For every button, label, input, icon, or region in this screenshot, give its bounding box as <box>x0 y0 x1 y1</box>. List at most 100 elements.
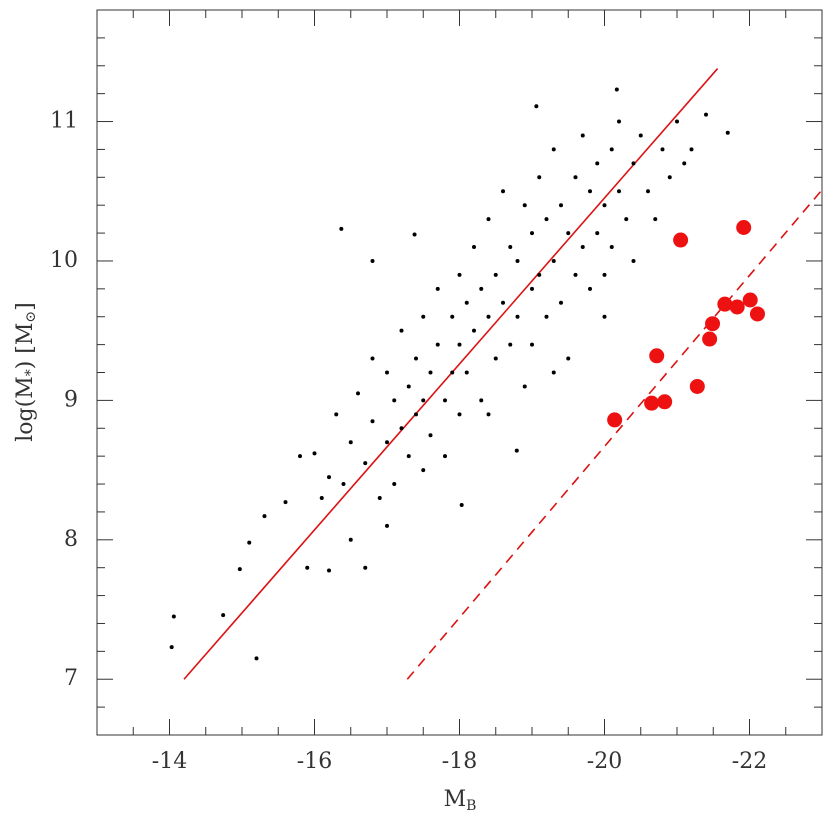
point <box>450 314 455 319</box>
point <box>363 461 368 466</box>
point <box>305 565 310 570</box>
point <box>459 502 464 507</box>
point <box>653 217 658 222</box>
point <box>515 314 520 319</box>
point <box>406 454 411 459</box>
point <box>421 398 426 403</box>
point <box>334 412 339 417</box>
point <box>749 306 765 322</box>
point <box>631 258 636 263</box>
point <box>573 175 578 180</box>
point <box>171 614 176 619</box>
x-label-main: M <box>444 787 467 812</box>
point <box>522 384 527 389</box>
y-tick-label: 7 <box>64 666 78 691</box>
point <box>501 189 505 194</box>
point <box>530 231 534 236</box>
y-label-part: log(M <box>13 376 38 441</box>
point <box>617 189 621 194</box>
point <box>588 189 592 194</box>
x-tick-label: -18 <box>442 749 477 774</box>
point <box>457 412 462 417</box>
point <box>421 468 426 473</box>
point <box>435 342 440 347</box>
point <box>602 203 607 208</box>
point <box>644 395 660 411</box>
point <box>319 495 324 500</box>
point <box>566 356 571 361</box>
point <box>370 356 375 361</box>
point <box>428 433 433 438</box>
point <box>221 613 226 618</box>
point <box>501 300 505 305</box>
point <box>237 567 242 572</box>
fit-line <box>406 189 823 680</box>
x-label-sub: B <box>466 798 476 814</box>
y-tick-label: 9 <box>64 387 78 412</box>
point <box>493 356 498 361</box>
point <box>399 426 404 431</box>
x-axis-label: MB <box>444 787 477 814</box>
point <box>479 398 484 403</box>
point <box>428 370 433 375</box>
point <box>530 342 534 347</box>
point <box>514 448 519 453</box>
point <box>385 370 389 375</box>
point <box>486 412 491 417</box>
point <box>631 161 636 166</box>
point <box>356 391 360 396</box>
point <box>559 203 563 208</box>
point <box>479 286 484 291</box>
point <box>742 292 758 308</box>
point <box>339 226 344 231</box>
y-tick-label: 8 <box>64 527 78 552</box>
y-label-part: ) [M <box>13 323 38 370</box>
point <box>363 565 368 570</box>
point <box>649 348 665 364</box>
y-tick-label: 10 <box>50 248 78 273</box>
point <box>607 412 623 428</box>
point <box>412 232 417 237</box>
point <box>675 119 679 124</box>
point <box>660 147 665 152</box>
point <box>348 537 353 542</box>
point <box>580 133 585 138</box>
point <box>247 540 252 545</box>
point <box>617 119 621 124</box>
point <box>254 656 259 661</box>
point <box>729 299 745 315</box>
point <box>327 475 331 480</box>
point <box>377 495 382 500</box>
point <box>421 314 426 319</box>
point <box>559 300 563 305</box>
point <box>530 286 534 291</box>
point <box>457 272 462 277</box>
point <box>443 454 447 459</box>
point <box>602 314 607 319</box>
point <box>348 440 353 445</box>
y-label-part: ] <box>13 302 38 311</box>
point <box>385 523 389 528</box>
point <box>414 356 418 361</box>
point <box>588 286 592 291</box>
point <box>609 245 614 250</box>
point <box>522 203 527 208</box>
point <box>667 175 672 180</box>
point <box>566 231 571 236</box>
point <box>370 258 375 263</box>
point <box>486 314 491 319</box>
point <box>327 568 331 573</box>
point <box>602 272 607 277</box>
point <box>508 342 513 347</box>
x-tick-label: -22 <box>732 749 767 774</box>
point <box>702 331 718 347</box>
point <box>544 217 549 222</box>
point <box>508 245 513 250</box>
point <box>341 482 346 487</box>
point <box>169 645 174 650</box>
point <box>493 272 498 277</box>
point <box>392 482 397 487</box>
point <box>399 328 404 333</box>
